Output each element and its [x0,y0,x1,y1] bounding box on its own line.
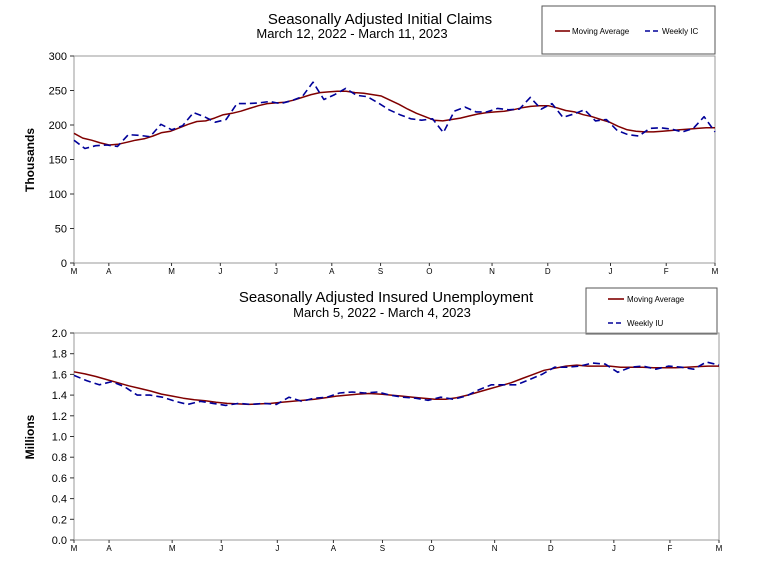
y-tick-label: 0.4 [52,494,67,506]
series-group [73,361,720,407]
legend-box [585,287,718,335]
legend-label-weekly-ic: Weekly IC [662,27,699,36]
legend-label-moving-average: Moving Average [572,27,630,36]
y-tick-label: 1.6 [52,369,67,381]
series-group [73,81,716,150]
insured-unemployment-chart: Seasonally Adjusted Insured Unemployment… [23,287,723,553]
y-tick-label: 1.8 [52,349,67,361]
chart-subtitle: March 12, 2022 - March 11, 2023 [256,26,447,41]
y-tick-label: 1.0 [52,432,67,444]
x-tick-label: F [667,544,672,553]
chart-title: Seasonally Adjusted Initial Claims [268,11,492,28]
x-tick-label: M [169,544,176,553]
y-tick-label: 0.6 [52,473,67,485]
x-tick-label: F [664,267,669,276]
series-line-moving-average [73,364,719,406]
x-tick-label: N [489,267,495,276]
x-tick-label: A [106,544,112,553]
x-tick-label: M [712,267,719,276]
x-tick-label: A [329,267,335,276]
initial-claims-chart: Seasonally Adjusted Initial Claims March… [23,5,719,276]
y-axis: 0 50 100 150 200 250 300 [49,51,74,270]
x-tick-label: J [218,267,222,276]
y-tick-label: 50 [55,224,67,236]
chart-subtitle: March 5, 2022 - March 4, 2023 [293,305,471,320]
series-line-weekly-ic [73,81,716,150]
x-tick-label: O [426,267,432,276]
y-tick-label: 1.2 [52,411,67,423]
y-tick-label: 0.0 [52,535,67,547]
y-axis-label: Thousands [23,128,37,192]
y-tick-label: 1.4 [52,390,67,402]
x-tick-label: D [545,267,551,276]
x-tick-label: J [275,544,279,553]
x-tick-label: M [168,267,175,276]
x-tick-label: J [274,267,278,276]
x-tick-label: N [492,544,498,553]
y-tick-label: 2.0 [52,328,67,340]
x-tick-label: J [612,544,616,553]
x-tick-label: J [219,544,223,553]
y-tick-label: 250 [49,86,67,98]
y-tick-label: 150 [49,155,67,167]
y-tick-label: 200 [49,120,67,132]
legend-label-weekly-iu: Weekly IU [627,319,664,328]
y-tick-label: 0.8 [52,452,67,464]
series-line-weekly-iu [73,361,720,407]
x-tick-label: D [548,544,554,553]
legend-label-moving-average: Moving Average [627,295,685,304]
y-tick-label: 0.2 [52,514,67,526]
plot-area [73,55,716,264]
x-tick-label: M [716,544,723,553]
x-tick-label: A [106,267,112,276]
x-tick-label: M [71,544,78,553]
y-tick-label: 300 [49,51,67,63]
series-line-moving-average [73,90,715,146]
x-tick-label: J [608,267,612,276]
chart-title: Seasonally Adjusted Insured Unemployment [239,289,534,306]
x-tick-label: M [71,267,78,276]
plot-area [73,332,720,541]
y-axis-label: Millions [23,414,37,459]
x-tick-label: S [380,544,385,553]
x-tick-label: A [331,544,337,553]
y-axis: 0.0 0.2 0.4 0.6 0.8 1.0 1.2 1.4 1.6 1.8 2.0 [52,328,74,547]
y-tick-label: 100 [49,189,67,201]
x-tick-label: S [378,267,383,276]
y-tick-label: 0 [61,258,67,270]
x-tick-label: O [428,544,434,553]
legend-box [541,5,716,55]
